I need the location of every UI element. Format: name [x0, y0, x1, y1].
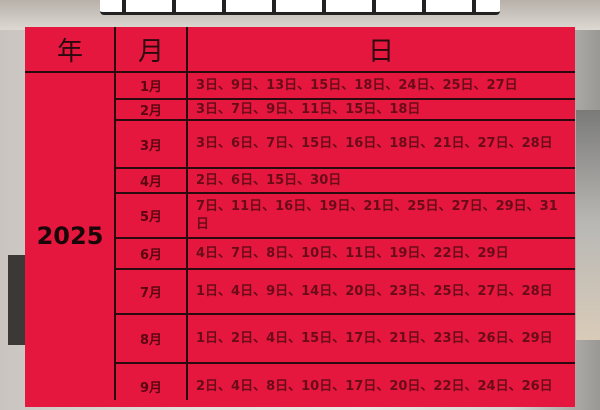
- row-divider: [115, 268, 575, 270]
- days-cell: 2日、4日、8日、10日、17日、20日、22日、24日、26日: [196, 378, 553, 394]
- row-divider: [115, 237, 575, 239]
- header-day: 日: [367, 37, 394, 67]
- days-cell: 3日、7日、9日、11日、15日、18日: [196, 101, 421, 117]
- row-divider: [115, 362, 575, 364]
- header-month: 月: [137, 37, 164, 67]
- row-divider: [115, 119, 575, 121]
- title-banner: [100, 0, 500, 15]
- days-cell: 4日、7日、8日、10日、11日、19日、22日、29日: [196, 245, 509, 261]
- divider-year: [114, 27, 116, 400]
- divider-month: [186, 27, 188, 400]
- month-cell: 4月: [139, 175, 163, 190]
- days-cell: 3日、6日、7日、15日、16日、18日、21日、27日、28日: [196, 136, 553, 151]
- days-cell: 2日、6日、15日、30日: [196, 172, 342, 188]
- days-cell: 7日、11日、16日、19日、21日、25日、27日、29日、31日: [196, 198, 558, 232]
- month-cell: 7月: [139, 286, 163, 301]
- auspicious-dates-table: [25, 27, 575, 407]
- header-year: 年: [56, 37, 83, 67]
- month-cell: 1月: [139, 80, 163, 95]
- month-cell: 5月: [139, 210, 163, 225]
- background-window: [576, 110, 600, 340]
- month-cell: 2月: [139, 104, 163, 119]
- row-divider: [115, 192, 575, 194]
- divider-header: [25, 71, 575, 73]
- row-divider: [115, 98, 575, 100]
- year-cell: 2025: [36, 222, 104, 250]
- month-cell: 8月: [139, 333, 163, 348]
- row-divider: [115, 167, 575, 169]
- row-divider: [115, 313, 575, 315]
- month-cell: 3月: [139, 138, 163, 154]
- days-cell: 1日、4日、9日、14日、20日、23日、25日、27日、28日: [196, 283, 553, 299]
- background-plant: [8, 255, 25, 345]
- days-cell: 3日、9日、13日、15日、18日、24日、25日、27日: [196, 77, 518, 93]
- days-cell: 1日、2日、4日、15日、17日、21日、23日、26日、29日: [196, 330, 553, 346]
- month-cell: 9月: [139, 381, 163, 396]
- month-cell: 6月: [139, 248, 163, 263]
